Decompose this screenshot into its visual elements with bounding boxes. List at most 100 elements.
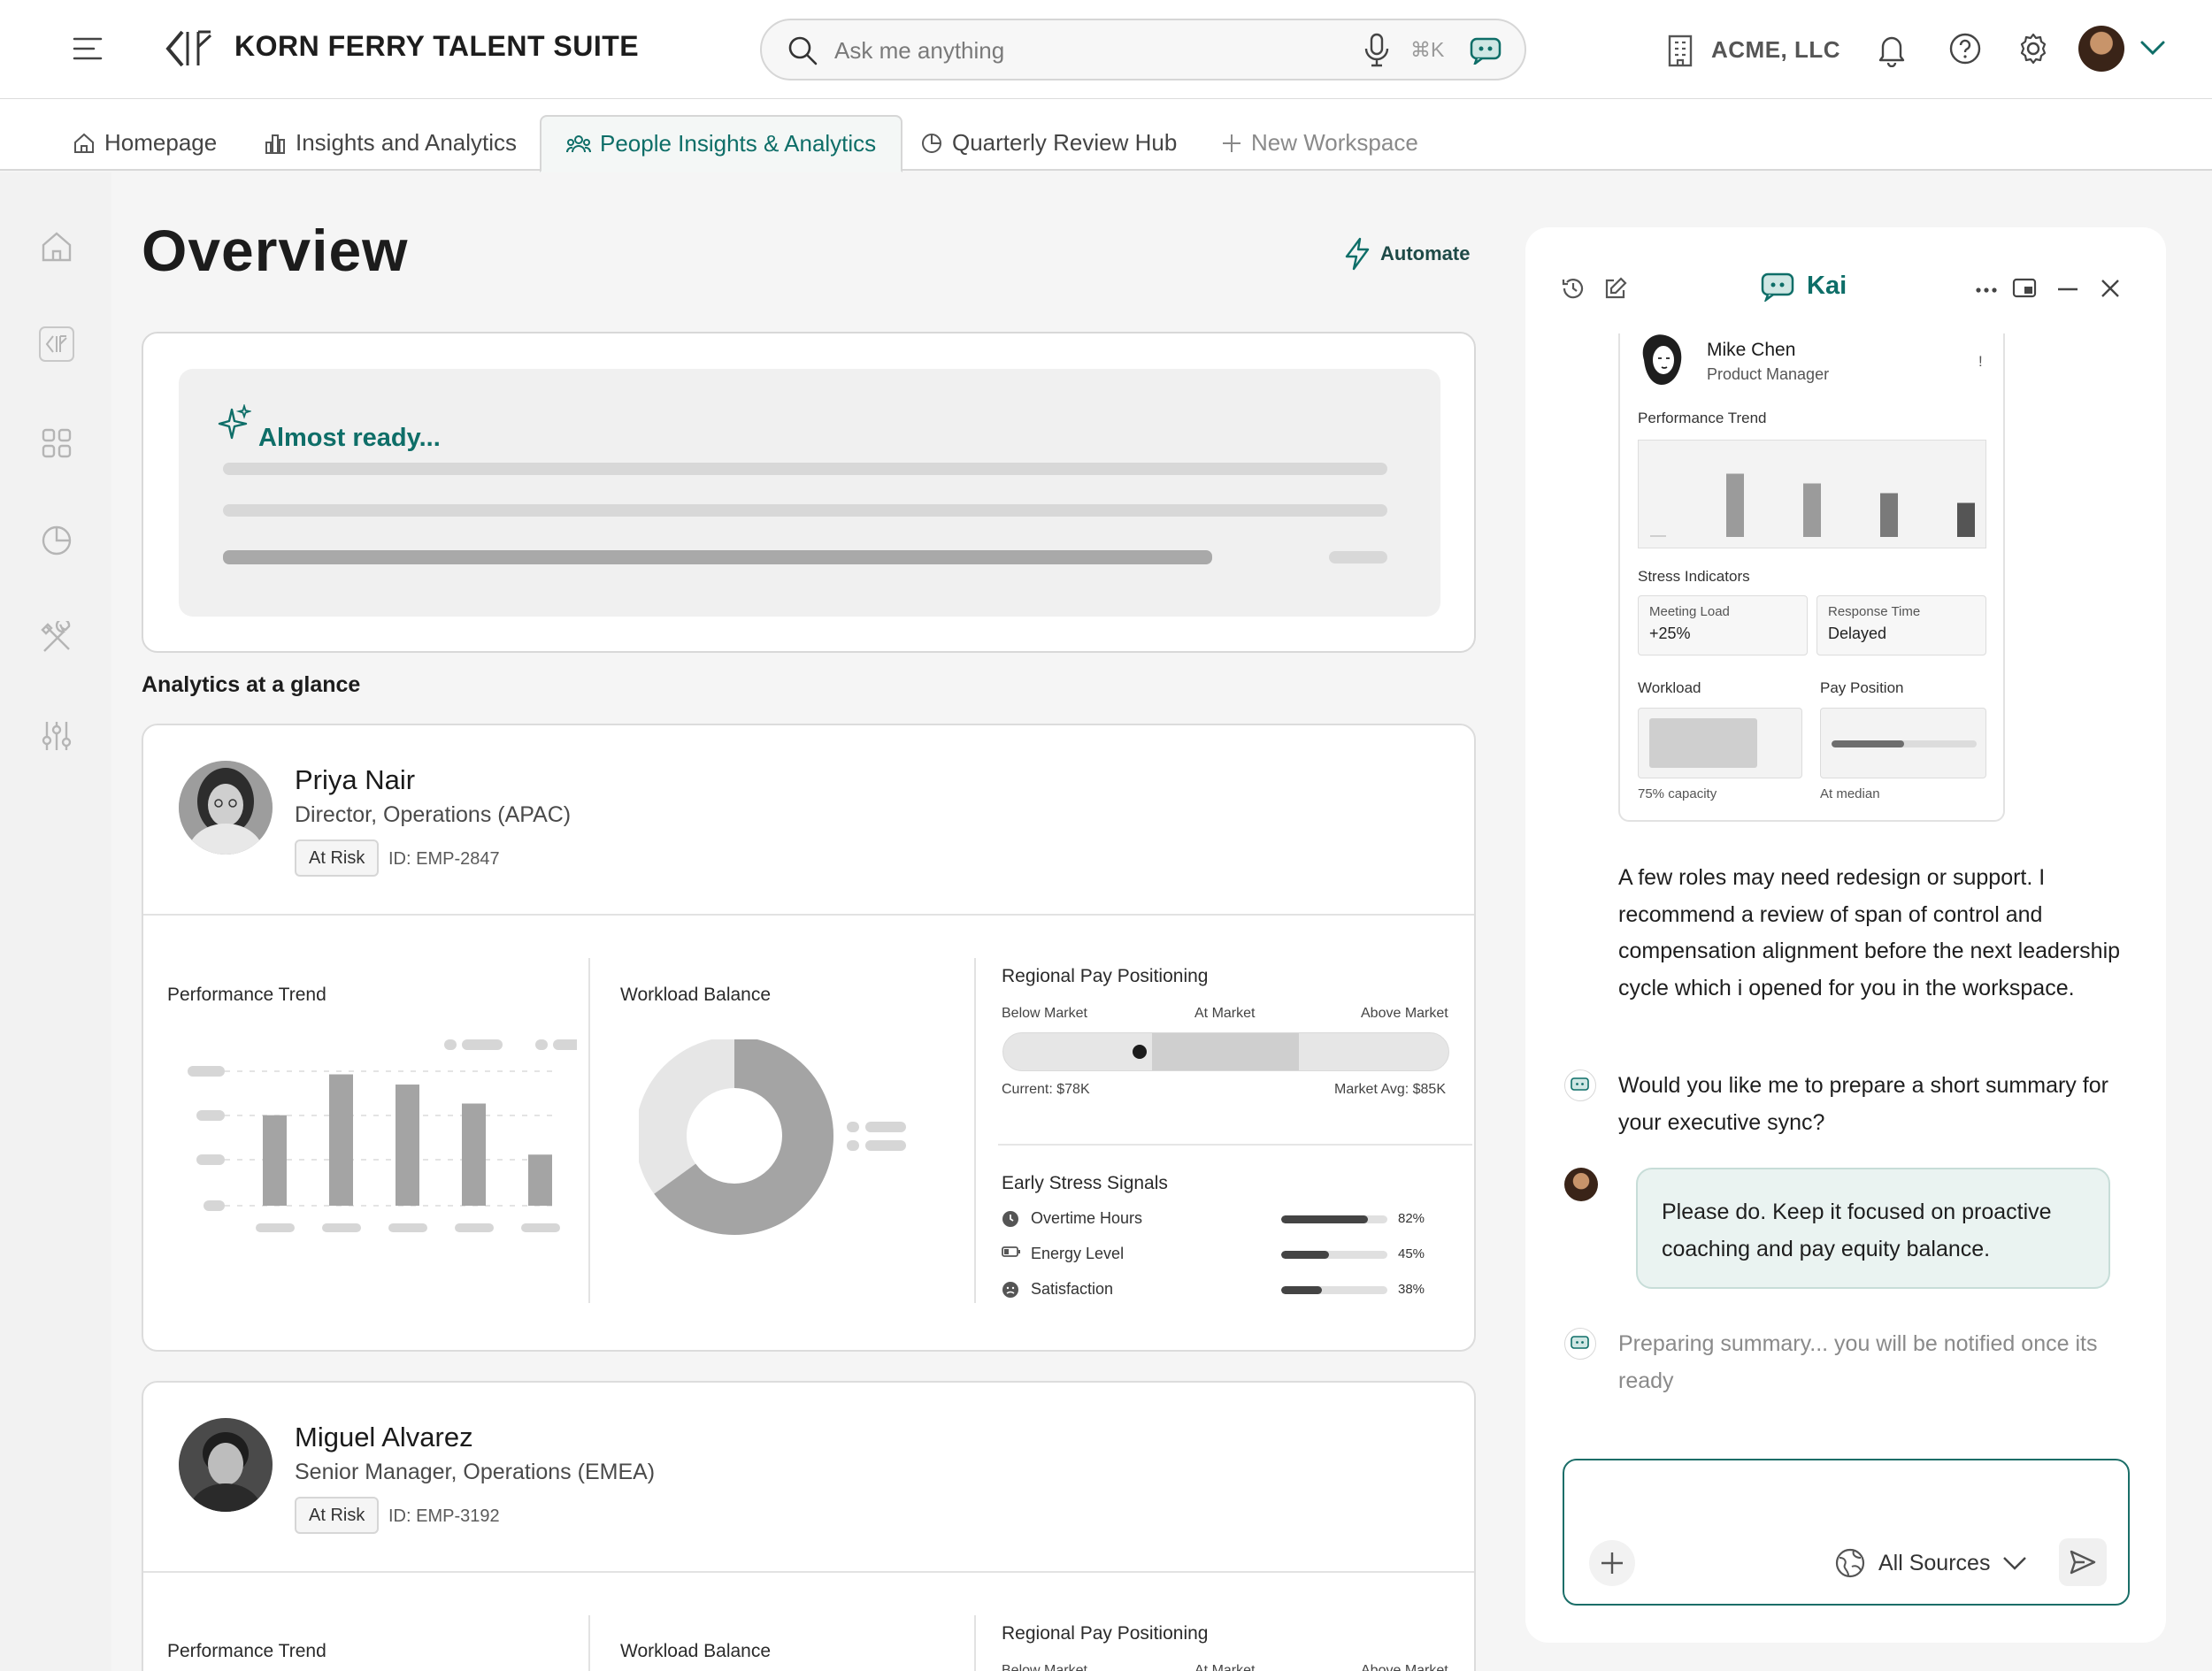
avatar	[1635, 333, 1688, 388]
tab-homepage[interactable]: Homepage	[48, 115, 242, 171]
avatar	[179, 761, 273, 855]
sliders-icon[interactable]	[35, 715, 78, 757]
divider	[143, 1571, 1474, 1573]
send-button[interactable]	[2059, 1538, 2107, 1586]
current-pay-marker	[1133, 1045, 1147, 1059]
stress-signal-track	[1281, 1251, 1387, 1259]
pay-track	[1832, 740, 1977, 747]
chevron-down-icon[interactable]	[2139, 39, 2166, 57]
sources-dropdown[interactable]: All Sources	[1834, 1547, 2027, 1579]
workload-label: Workload Balance	[620, 985, 772, 1005]
stress-signal-label: Satisfaction	[1031, 1280, 1114, 1298]
search-input[interactable]	[834, 34, 1365, 66]
stress-signal-value: 38%	[1398, 1282, 1425, 1297]
gear-icon[interactable]	[2016, 32, 2050, 65]
korn-ferry-logo-icon	[163, 28, 221, 69]
summary-loading-card: Almost ready...	[142, 332, 1476, 653]
plus-icon	[1601, 1552, 1623, 1574]
automate-label: Automate	[1380, 242, 1471, 264]
logo-icon[interactable]	[35, 323, 78, 365]
current-pay: Current: $78K	[1002, 1082, 1090, 1097]
axis-placeholder	[322, 1223, 361, 1232]
company-name[interactable]: ACME, LLC	[1711, 36, 1841, 63]
frown-icon	[1002, 1281, 1019, 1299]
tools-icon[interactable]	[35, 617, 78, 660]
battery-icon	[1002, 1246, 1021, 1258]
edit-icon[interactable]	[1603, 276, 1628, 301]
performance-bar	[1880, 493, 1898, 537]
tab-people-insights[interactable]: People Insights & Analytics	[540, 115, 903, 172]
picture-in-picture-icon[interactable]	[2012, 278, 2037, 299]
minimize-icon[interactable]	[2057, 287, 2078, 291]
pie-chart-icon[interactable]	[35, 519, 78, 562]
employee-role: Director, Operations (APAC)	[295, 802, 572, 827]
scale-below: Below Market	[1002, 1663, 1087, 1671]
avatar[interactable]	[2078, 26, 2124, 72]
pay-fill	[1832, 740, 1904, 747]
chart-placeholder	[188, 1039, 577, 1211]
stress-indicators-label: Stress Indicators	[1638, 568, 1750, 585]
stress-signal-label: Energy Level	[1031, 1245, 1125, 1262]
employee-name[interactable]: Miguel Alvarez	[295, 1422, 473, 1453]
more-options-icon[interactable]	[1975, 287, 1998, 294]
search-icon	[787, 34, 818, 66]
avatar	[179, 1418, 273, 1512]
automate-button[interactable]: Automate	[1343, 237, 1470, 271]
meeting-load-tile: Meeting Load +25%	[1638, 595, 1808, 655]
performance-bar	[462, 1103, 486, 1206]
alert-flag: !	[1978, 353, 1983, 370]
bell-icon[interactable]	[1876, 32, 1908, 67]
close-icon[interactable]	[2101, 279, 2120, 298]
scale-below: Below Market	[1002, 1006, 1087, 1021]
kai-message: Would you like me to prepare a short sum…	[1618, 1073, 2108, 1135]
microphone-icon[interactable]	[1363, 33, 1390, 68]
stress-signal-fill	[1281, 1251, 1329, 1259]
scale-at: At Market	[1194, 1663, 1256, 1671]
divider	[974, 958, 976, 1303]
skeleton-line	[223, 504, 1387, 517]
employee-card[interactable]: Priya Nair Director, Operations (APAC) A…	[142, 724, 1476, 1352]
workspace-tabs: Homepage Insights and Analytics People I…	[0, 99, 2212, 172]
page-title: Overview	[142, 218, 409, 283]
employee-card[interactable]: Miguel Alvarez Senior Manager, Operation…	[142, 1381, 1476, 1671]
tab-quarterly-review[interactable]: Quarterly Review Hub	[895, 115, 1202, 171]
kai-assistant-icon[interactable]	[1470, 36, 1503, 65]
pay-range-track	[1002, 1032, 1449, 1071]
chat-input[interactable]: All Sources	[1563, 1459, 2130, 1606]
perf-trend-label: Performance Trend	[167, 1641, 326, 1661]
market-band	[1152, 1033, 1299, 1070]
skeleton-line	[223, 463, 1387, 475]
tab-new-workspace[interactable]: New Workspace	[1196, 115, 1443, 171]
skeleton-line	[1329, 551, 1387, 563]
chevron-down-icon	[2003, 1557, 2027, 1570]
tab-label: Quarterly Review Hub	[952, 129, 1178, 156]
history-icon[interactable]	[1561, 276, 1586, 301]
performance-bar	[396, 1085, 419, 1206]
response-time-value: Delayed	[1828, 625, 1887, 642]
response-time-tile: Response Time Delayed	[1816, 595, 1986, 655]
home-icon[interactable]	[35, 226, 78, 268]
divider	[588, 1615, 590, 1671]
stress-signal-fill	[1281, 1215, 1369, 1223]
status-badge: At Risk	[295, 1497, 380, 1534]
axis-placeholder	[455, 1223, 494, 1232]
employee-summary-card[interactable]: Mike Chen Product Manager ! Performance …	[1618, 333, 2005, 822]
tab-label: People Insights & Analytics	[600, 130, 877, 157]
menu-icon[interactable]	[73, 35, 103, 62]
employee-name[interactable]: Priya Nair	[295, 764, 416, 795]
search-bar[interactable]: ⌘K	[760, 19, 1526, 80]
workload-caption: 75% capacity	[1638, 786, 1717, 801]
help-icon[interactable]	[1948, 32, 1982, 65]
kai-message: A few roles may need redesign or support…	[1618, 865, 2121, 1000]
tab-insights-analytics[interactable]: Insights and Analytics	[239, 115, 541, 171]
workload-donut-chart	[639, 1039, 906, 1235]
tab-label: Insights and Analytics	[296, 129, 518, 156]
scale-at: At Market	[1194, 1006, 1256, 1021]
performance-bar	[329, 1074, 353, 1206]
apps-grid-icon[interactable]	[35, 422, 78, 464]
market-average: Market Avg: $85K	[1334, 1082, 1446, 1097]
add-attachment-button[interactable]	[1589, 1540, 1635, 1586]
stress-signals-label: Early Stress Signals	[1002, 1173, 1168, 1193]
response-time-label: Response Time	[1828, 604, 1921, 619]
bar-chart-icon	[265, 134, 285, 154]
